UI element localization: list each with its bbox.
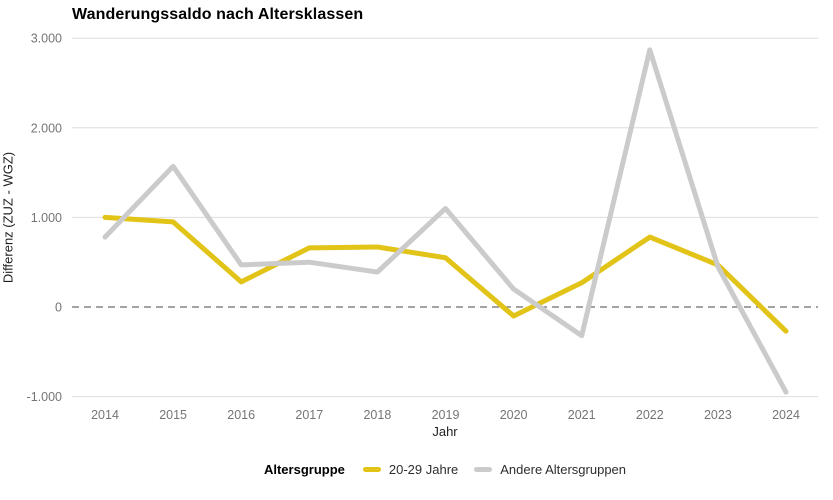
x-tick-label-2023: 2023 [704,408,732,422]
x-tick-label-2022: 2022 [636,408,664,422]
y-tick-label: 3.000 [31,32,62,46]
legend-title: Altersgruppe [263,462,345,477]
x-tick-label-2015: 2015 [159,408,187,422]
x-axis-title: Jahr [432,424,458,439]
legend-item-label: 20-29 Jahre [388,462,459,477]
x-tick-label-2017: 2017 [295,408,323,422]
chart-title: Wanderungssaldo nach Altersklassen [72,6,364,23]
x-tick-label-2014: 2014 [91,408,119,422]
y-tick-label: 2.000 [31,121,62,135]
legend-item-label: Andere Altersgruppen [500,462,627,477]
y-tick-label: 1.000 [31,211,62,225]
y-axis-title: Differenz (ZUZ - WGZ) [0,151,16,284]
x-tick-label-2020: 2020 [500,408,528,422]
x-tick-label-2021: 2021 [568,408,596,422]
x-tick-label-2024: 2024 [772,408,800,422]
series-line-andere-altersgruppen [102,47,789,395]
y-tick-label: 0 [55,301,62,315]
legend-item-andere-altersgruppen: Andere Altersgruppen [474,462,626,477]
y-tick-label: -1.000 [27,390,62,404]
x-tick-label-2016: 2016 [227,408,255,422]
legend: Altersgruppe 20-29 Jahre Andere Altersgr… [72,462,818,477]
legend-swatch-gray [474,467,493,472]
x-tick-label-2019: 2019 [432,408,460,422]
legend-item-20-29-jahre: 20-29 Jahre [362,462,459,477]
legend-swatch-yellow [362,467,381,472]
x-tick-label-2018: 2018 [363,408,391,422]
series-line-20-29-jahre [102,214,789,334]
